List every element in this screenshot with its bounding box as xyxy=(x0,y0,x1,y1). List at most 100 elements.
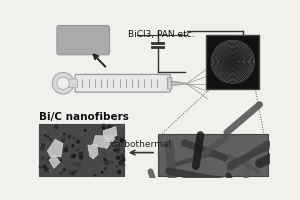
Circle shape xyxy=(114,142,115,143)
Circle shape xyxy=(60,171,63,174)
Circle shape xyxy=(102,126,105,129)
Circle shape xyxy=(74,171,76,172)
FancyBboxPatch shape xyxy=(39,124,124,176)
Circle shape xyxy=(96,153,98,155)
Circle shape xyxy=(103,153,104,155)
Circle shape xyxy=(72,134,76,138)
Circle shape xyxy=(82,147,85,151)
Circle shape xyxy=(49,141,52,144)
Circle shape xyxy=(47,159,51,162)
Circle shape xyxy=(56,127,57,128)
Circle shape xyxy=(43,165,46,168)
Circle shape xyxy=(112,169,115,172)
Circle shape xyxy=(93,150,96,153)
Circle shape xyxy=(50,152,52,155)
Circle shape xyxy=(77,164,80,167)
Circle shape xyxy=(52,73,74,94)
FancyBboxPatch shape xyxy=(206,35,259,89)
Circle shape xyxy=(116,150,119,153)
Circle shape xyxy=(104,168,106,170)
FancyBboxPatch shape xyxy=(63,79,77,88)
Circle shape xyxy=(74,147,76,149)
Circle shape xyxy=(83,168,87,172)
Circle shape xyxy=(50,159,51,160)
Circle shape xyxy=(96,155,98,157)
Circle shape xyxy=(76,148,80,152)
Circle shape xyxy=(121,155,124,157)
Circle shape xyxy=(114,149,116,151)
Circle shape xyxy=(48,169,51,172)
Circle shape xyxy=(100,164,104,167)
Circle shape xyxy=(122,163,125,167)
Circle shape xyxy=(63,129,66,132)
Circle shape xyxy=(110,153,111,154)
Circle shape xyxy=(64,148,68,152)
Circle shape xyxy=(54,125,58,128)
Circle shape xyxy=(63,133,66,135)
FancyBboxPatch shape xyxy=(75,74,170,92)
Circle shape xyxy=(79,152,83,156)
Circle shape xyxy=(121,124,124,127)
Circle shape xyxy=(120,138,124,142)
Circle shape xyxy=(89,145,91,147)
Circle shape xyxy=(48,136,49,137)
Circle shape xyxy=(48,164,51,167)
Circle shape xyxy=(79,175,80,176)
Circle shape xyxy=(116,166,117,167)
Polygon shape xyxy=(88,144,98,159)
Polygon shape xyxy=(49,155,60,168)
Circle shape xyxy=(118,129,121,133)
Circle shape xyxy=(55,125,56,126)
Circle shape xyxy=(114,169,116,171)
Circle shape xyxy=(101,172,103,173)
Circle shape xyxy=(74,155,76,157)
Circle shape xyxy=(86,170,87,172)
Circle shape xyxy=(104,158,106,161)
Circle shape xyxy=(122,158,125,162)
Circle shape xyxy=(60,133,63,136)
Circle shape xyxy=(105,161,109,164)
Text: BiCl3, PAN etc.: BiCl3, PAN etc. xyxy=(128,30,195,39)
Circle shape xyxy=(116,156,120,160)
Circle shape xyxy=(63,169,65,171)
Circle shape xyxy=(56,155,58,156)
Circle shape xyxy=(70,131,72,132)
Circle shape xyxy=(49,170,52,173)
Circle shape xyxy=(80,139,83,141)
Circle shape xyxy=(44,168,47,171)
Circle shape xyxy=(72,173,73,175)
Circle shape xyxy=(44,134,45,135)
Circle shape xyxy=(62,135,66,139)
Circle shape xyxy=(94,175,96,176)
Circle shape xyxy=(118,131,120,133)
Circle shape xyxy=(63,136,65,138)
Circle shape xyxy=(104,135,106,136)
Circle shape xyxy=(96,136,100,139)
Circle shape xyxy=(49,138,52,140)
Circle shape xyxy=(117,170,121,174)
Circle shape xyxy=(88,151,89,152)
Polygon shape xyxy=(105,135,115,141)
Circle shape xyxy=(68,170,72,174)
Circle shape xyxy=(80,156,82,159)
Circle shape xyxy=(84,130,86,131)
Polygon shape xyxy=(92,136,110,148)
FancyBboxPatch shape xyxy=(158,134,268,176)
Circle shape xyxy=(112,128,116,132)
Circle shape xyxy=(72,162,75,165)
Circle shape xyxy=(72,145,74,147)
Circle shape xyxy=(119,161,123,165)
Circle shape xyxy=(54,152,55,153)
Circle shape xyxy=(73,171,76,174)
Circle shape xyxy=(41,157,44,160)
Circle shape xyxy=(45,135,46,136)
Circle shape xyxy=(116,137,119,140)
FancyBboxPatch shape xyxy=(57,26,110,55)
Circle shape xyxy=(71,155,74,158)
Circle shape xyxy=(48,171,49,173)
Circle shape xyxy=(60,172,61,174)
Polygon shape xyxy=(47,139,63,157)
Circle shape xyxy=(74,144,78,147)
Circle shape xyxy=(107,125,111,129)
Circle shape xyxy=(66,146,68,148)
